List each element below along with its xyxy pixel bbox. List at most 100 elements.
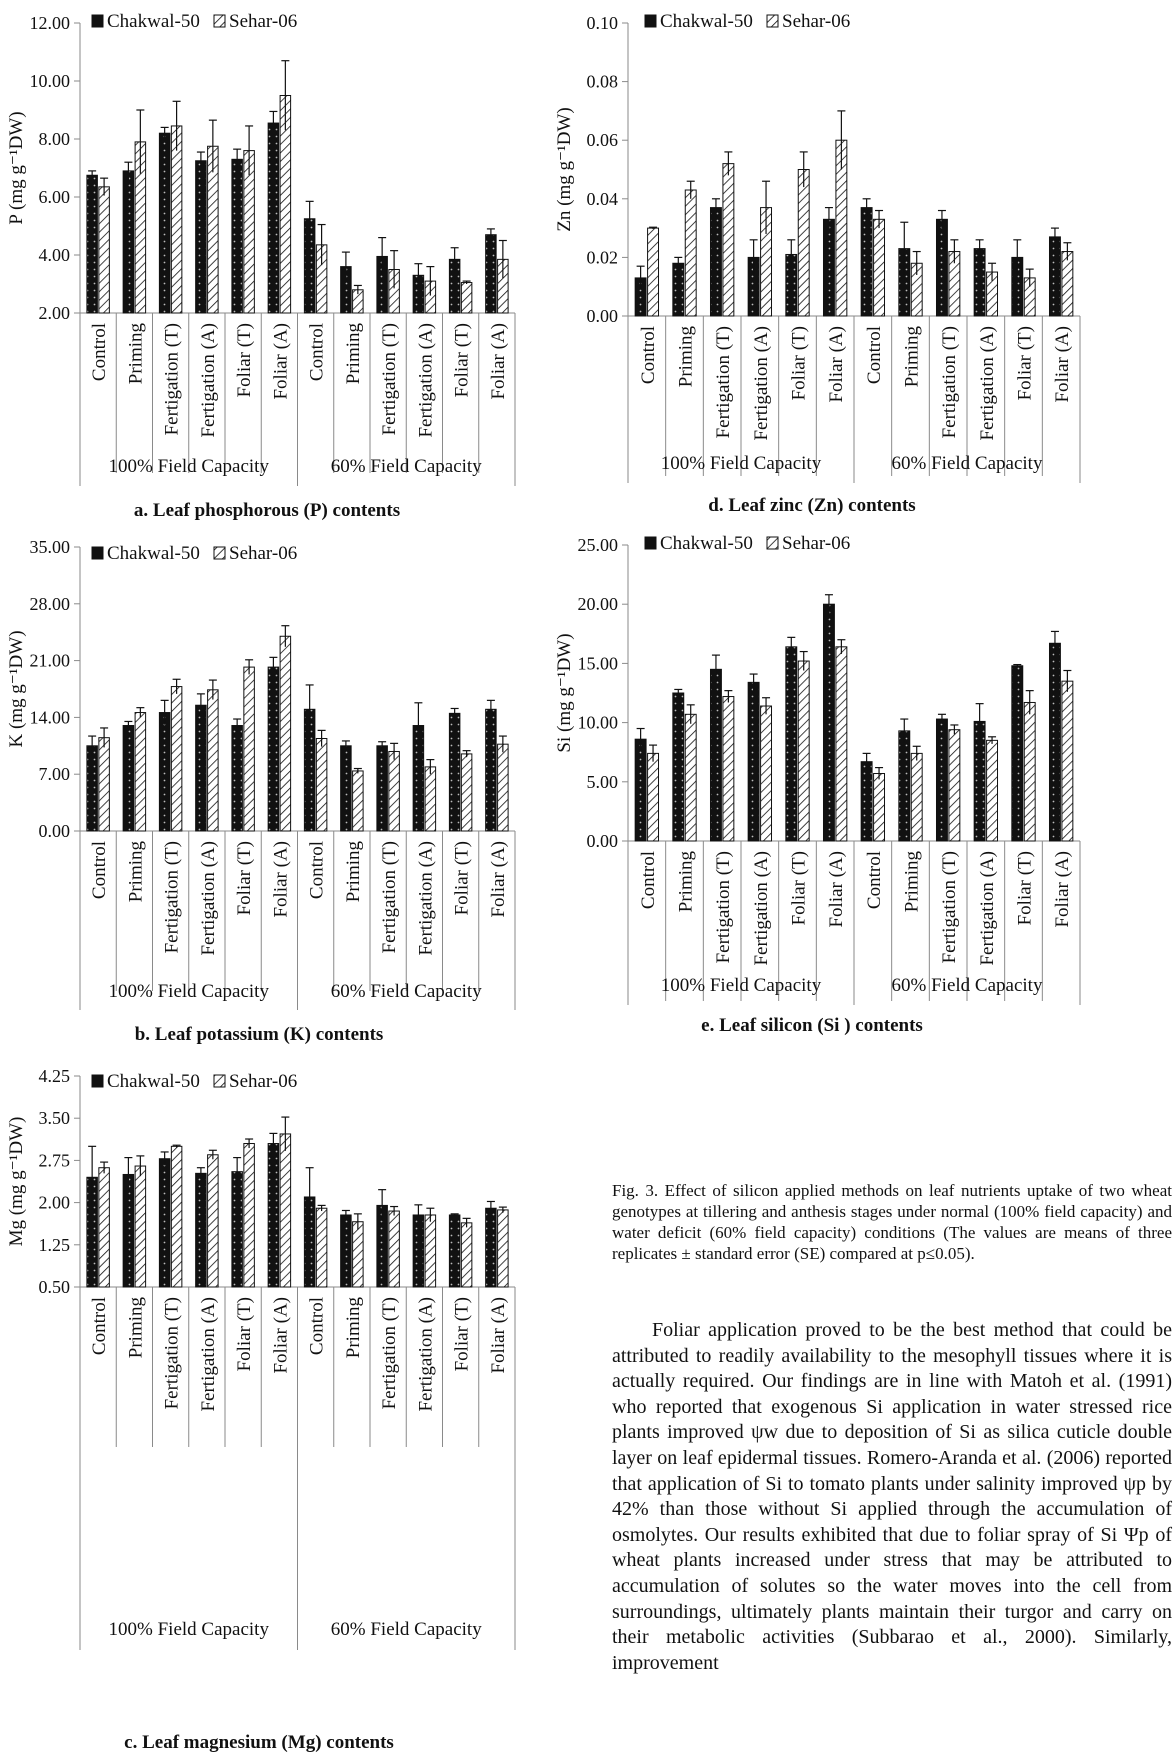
bar-chakwal — [195, 704, 207, 832]
x-tick-label: Foliar (T) — [234, 841, 255, 915]
bar-chakwal — [340, 1214, 352, 1288]
bar-sehar — [170, 686, 183, 832]
bar-chakwal — [822, 218, 835, 317]
bar-chakwal — [860, 207, 873, 317]
bar-sehar — [1061, 680, 1074, 842]
legend-swatch-sehar — [213, 14, 226, 28]
x-tick-label: Priming — [125, 841, 146, 903]
x-tick-label: Fertigation (T) — [379, 841, 400, 953]
group-label: 100% Field Capacity — [109, 1619, 270, 1640]
y-tick-label: 0.10 — [587, 13, 619, 33]
x-tick-label: Fertigation (A) — [198, 323, 219, 438]
legend-label-sehar: Sehar-06 — [229, 11, 297, 32]
bar-sehar — [797, 169, 810, 317]
bar-chakwal — [973, 720, 986, 842]
x-tick-label: Priming — [343, 323, 364, 385]
y-tick-label: 10.00 — [578, 713, 619, 733]
bar-chakwal — [485, 234, 497, 314]
x-tick-label: Foliar (A) — [488, 1297, 509, 1374]
y-tick-label: 25.00 — [578, 535, 619, 555]
y-tick-label: 5.00 — [587, 772, 619, 792]
group-label: 100% Field Capacity — [109, 456, 270, 477]
group-label: 100% Field Capacity — [109, 981, 270, 1002]
bar-sehar — [243, 666, 255, 832]
x-tick-label: Fertigation (T) — [379, 323, 400, 435]
bar-chakwal — [822, 603, 835, 842]
bar-sehar — [460, 1222, 473, 1288]
bar-sehar — [388, 1210, 400, 1288]
bar-chakwal — [709, 207, 722, 317]
x-tick-label: Foliar (T) — [234, 323, 255, 397]
bar-chakwal — [231, 1171, 243, 1288]
bar-sehar — [279, 1133, 292, 1288]
x-tick-label: Priming — [343, 841, 364, 903]
bar-chakwal — [1011, 665, 1024, 842]
group-label: 100% Field Capacity — [661, 453, 822, 474]
legend: Chakwal-50 Sehar-06 — [91, 11, 297, 32]
y-tick-label: 28.00 — [30, 594, 71, 614]
x-tick-label: Foliar (A) — [1052, 851, 1073, 928]
x-tick-label: Fertigation (T) — [939, 326, 960, 438]
x-tick-label: Priming — [902, 326, 923, 388]
x-tick-label: Fertigation (A) — [415, 323, 436, 438]
y-tick-label: 8.00 — [39, 129, 71, 149]
figure-caption: Fig. 3. Effect of silicon applied method… — [612, 1181, 1172, 1263]
bar-sehar — [986, 739, 999, 842]
x-tick-label: Control — [307, 323, 328, 381]
y-tick-label: 2.00 — [39, 1193, 71, 1213]
x-tick-label: Foliar (A) — [488, 841, 509, 918]
x-tick-label: Foliar (T) — [452, 1297, 473, 1371]
y-tick-label: 0.50 — [39, 1277, 71, 1297]
bar-chakwal — [122, 725, 135, 832]
x-tick-label: Fertigation (T) — [162, 1297, 183, 1409]
bar-sehar — [722, 696, 735, 842]
body-paragraph: Foliar application proved to be the best… — [612, 1319, 1172, 1674]
x-tick-label: Foliar (T) — [452, 841, 473, 915]
x-tick-label: Fertigation (T) — [162, 323, 183, 435]
bar-chakwal — [158, 1158, 171, 1288]
legend-swatch-sehar — [766, 14, 779, 28]
y-tick-label: 35.00 — [30, 537, 71, 557]
bar-sehar — [497, 743, 509, 832]
group-label: 60% Field Capacity — [331, 981, 482, 1002]
legend-swatch-chakwal — [91, 1074, 104, 1088]
x-tick-label: Priming — [343, 1297, 364, 1359]
x-tick-label: Fertigation (A) — [415, 1297, 436, 1412]
x-tick-label: Fertigation (A) — [977, 851, 998, 966]
x-tick-label: Foliar (T) — [789, 326, 810, 400]
y-tick-label: 15.00 — [578, 653, 619, 673]
x-tick-label: Fertigation (T) — [713, 326, 734, 438]
bar-sehar — [134, 1165, 147, 1288]
bar-sehar — [497, 1209, 509, 1288]
bar-sehar — [207, 1154, 219, 1288]
y-tick-label: 2.00 — [39, 303, 71, 323]
x-tick-label: Control — [864, 851, 885, 909]
bar-sehar — [460, 282, 473, 314]
group-label: 60% Field Capacity — [892, 975, 1043, 996]
legend-swatch-sehar — [213, 546, 226, 560]
x-tick-label: Foliar (A) — [270, 1297, 291, 1374]
bar-chakwal — [412, 1214, 425, 1288]
bar-chakwal — [709, 668, 722, 842]
x-tick-label: Fertigation (T) — [713, 851, 734, 963]
x-tick-label: Control — [864, 326, 885, 384]
x-tick-label: Priming — [125, 1297, 146, 1359]
bar-sehar — [170, 125, 183, 314]
bar-chakwal — [86, 174, 98, 314]
bar-sehar — [134, 712, 147, 832]
bar-chakwal — [231, 725, 243, 832]
y-tick-label: 12.00 — [30, 13, 71, 33]
bar-chakwal — [376, 745, 388, 832]
chart-subtitle: e. Leaf silicon (Si ) contents — [701, 1015, 923, 1036]
bar-sehar — [352, 1221, 364, 1288]
bar-chakwal — [935, 718, 948, 842]
bar-chakwal — [122, 170, 135, 314]
bar-sehar — [460, 753, 473, 832]
y-tick-label: 0.02 — [587, 247, 619, 267]
legend-label-sehar: Sehar-06 — [229, 1071, 297, 1092]
bar-sehar — [684, 713, 697, 842]
bar-sehar — [873, 218, 886, 317]
x-tick-label: Fertigation (T) — [939, 851, 960, 963]
x-tick-label: Priming — [125, 323, 146, 385]
y-tick-label: 0.00 — [587, 306, 619, 326]
